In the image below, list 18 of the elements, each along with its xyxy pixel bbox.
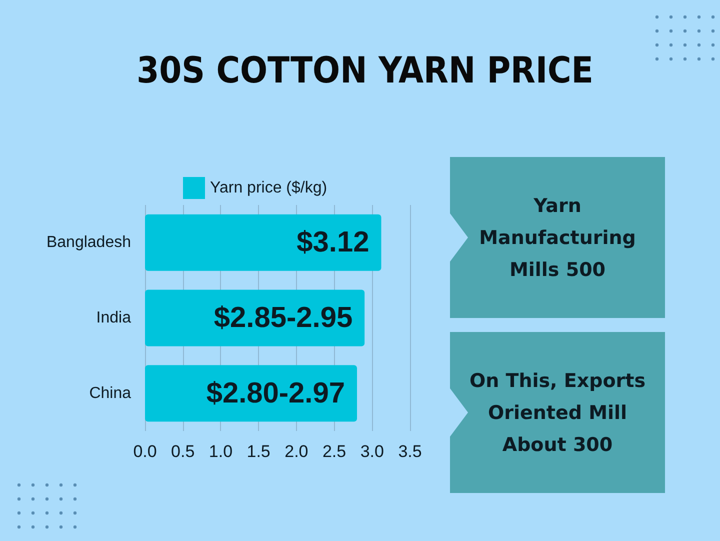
x-tick-label: 2.0 xyxy=(284,442,308,461)
x-tick-label: 3.5 xyxy=(398,442,422,461)
data-label: $3.12 xyxy=(296,226,370,259)
data-label: $2.80-2.97 xyxy=(206,377,345,410)
x-tick-label: 1.5 xyxy=(246,442,270,461)
text: Yarn Manufacturing Mills 500 xyxy=(450,157,665,318)
chart-title: 30S COTTON YARN PRICE xyxy=(136,50,594,92)
text: On This, Exports Oriented Mill About 300 xyxy=(450,332,665,493)
x-tick-label: 3.0 xyxy=(360,442,384,461)
data-label: $2.85-2.95 xyxy=(214,302,353,334)
y-tick-label: Bangladesh xyxy=(46,234,131,252)
x-tick-label: 0.5 xyxy=(171,442,195,461)
x-tick-label: 1.0 xyxy=(208,442,233,461)
legend-label: Yarn price ($/kg) xyxy=(210,180,328,196)
x-tick-label: 0.0 xyxy=(133,442,157,461)
y-tick-label: India xyxy=(96,310,132,326)
y-tick-label: China xyxy=(89,384,132,402)
x-tick-label: 2.5 xyxy=(322,442,346,461)
